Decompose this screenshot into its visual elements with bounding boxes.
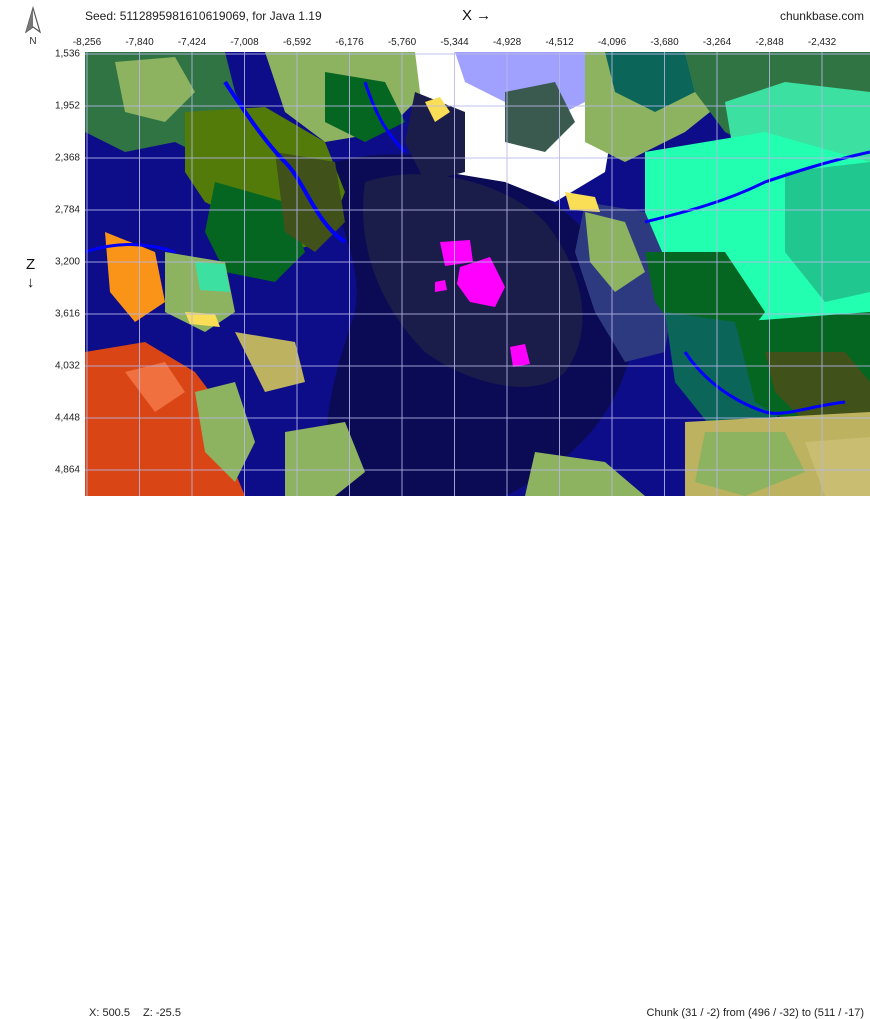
x-coordinate-readout: X: 500.5 xyxy=(89,1007,130,1019)
compass-letter: N xyxy=(29,36,36,46)
z-axis-arrow-icon: ↓ xyxy=(26,274,35,291)
x-tick-label: -8,256 xyxy=(72,37,102,48)
status-bar: X: 500.5 Z: -25.5 Chunk (31 / -2) from (… xyxy=(0,500,870,1019)
chunk-grid-overlay xyxy=(85,52,870,496)
x-tick-label: -7,840 xyxy=(125,37,154,48)
biome-map[interactable] xyxy=(85,52,870,496)
z-axis-label: Z ↓ xyxy=(26,256,35,292)
x-tick-label: -3,680 xyxy=(650,37,679,48)
z-tick-label: 3,616 xyxy=(54,308,80,320)
biome-map-canvas[interactable] xyxy=(85,52,870,496)
x-tick-label: -2,848 xyxy=(755,37,784,48)
z-tick-label: 1,952 xyxy=(54,100,80,112)
taiga-region xyxy=(605,52,695,112)
river-1 xyxy=(223,80,347,244)
x-tick-label: -6,592 xyxy=(282,37,312,48)
z-tick-label: 3,200 xyxy=(54,256,80,268)
x-tick-label: -5,344 xyxy=(440,37,469,48)
z-tick-label: 2,784 xyxy=(54,204,80,216)
z-tick-label: 1,536 xyxy=(54,48,80,60)
x-tick-label: -7,424 xyxy=(177,37,207,48)
x-tick-label: -5,760 xyxy=(387,37,417,48)
top-bar: N Seed: 5112895981610619069, for Java 1.… xyxy=(0,0,870,46)
x-tick-label: -4,512 xyxy=(545,37,574,48)
frozen-peaks-region xyxy=(455,52,605,112)
chunk-info: Chunk (31 / -2) from (496 / -32) to (511… xyxy=(646,1007,864,1019)
x-tick-label: -7,008 xyxy=(230,37,259,48)
x-tick-label: -2,432 xyxy=(807,37,837,48)
mushroom-island-1 xyxy=(440,240,473,266)
badlands-region xyxy=(85,342,245,496)
z-tick-label: 2,368 xyxy=(54,152,80,164)
seed-label: Seed: 5112895981610619069, for Java 1.19 xyxy=(85,9,322,23)
river-2 xyxy=(644,150,870,224)
x-tick-label: -4,096 xyxy=(597,37,627,48)
x-axis-label: X → xyxy=(462,7,492,24)
mushroom-island-3 xyxy=(510,344,530,367)
x-tick-label: -6,176 xyxy=(335,37,364,48)
x-tick-label: -4,928 xyxy=(492,37,522,48)
cursor-coordinates: X: 500.5 Z: -25.5 xyxy=(89,1007,191,1019)
z-axis-letter: Z xyxy=(26,256,36,273)
site-link[interactable]: chunkbase.com xyxy=(779,9,864,23)
z-tick-label: 4,864 xyxy=(54,464,80,476)
x-tick-label: -3,264 xyxy=(702,37,732,48)
desert-orange-region xyxy=(105,232,165,322)
z-coordinate-readout: Z: -25.5 xyxy=(143,1007,181,1019)
north-compass-icon: N xyxy=(24,6,42,46)
mushroom-island-2 xyxy=(457,257,505,307)
z-tick-label: 4,448 xyxy=(54,412,80,424)
z-tick-label: 4,032 xyxy=(54,360,80,372)
